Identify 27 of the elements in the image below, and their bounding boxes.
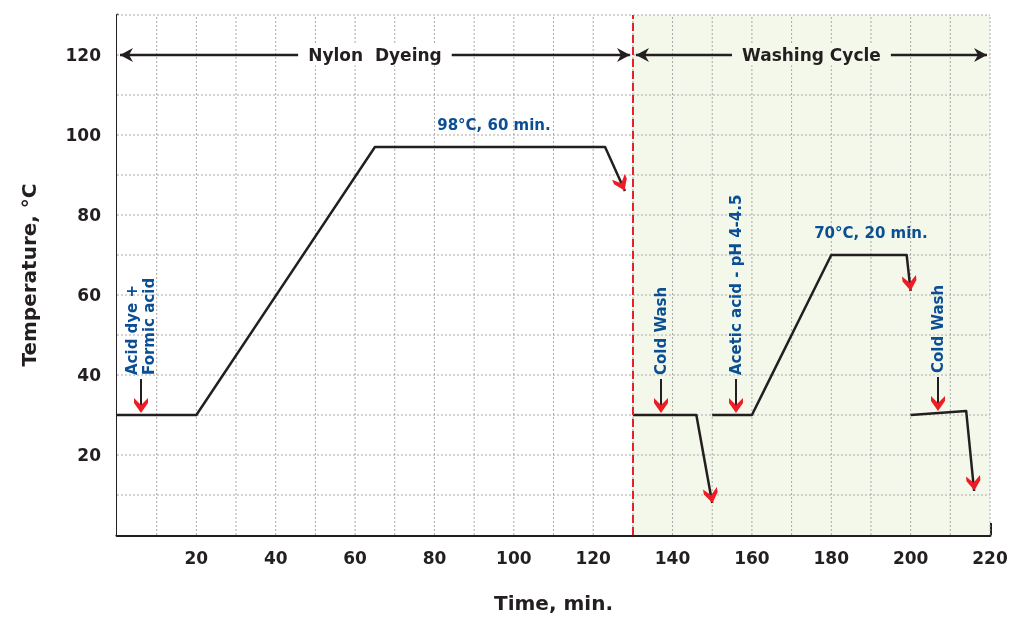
x-tick-label: 200 bbox=[892, 547, 929, 568]
x-tick-label: 100 bbox=[496, 547, 532, 568]
x-axis-title: Time, min. bbox=[494, 591, 613, 615]
x-tick-label: 180 bbox=[813, 547, 850, 568]
annotation: Acid dye + Formic acid bbox=[123, 277, 159, 375]
annotation: Cold Wash bbox=[929, 284, 948, 373]
x-tick-label: 160 bbox=[734, 547, 770, 568]
x-tick-label: 120 bbox=[575, 547, 612, 568]
x-tick-label: 220 bbox=[972, 547, 1008, 568]
y-tick-label: 80 bbox=[77, 205, 102, 225]
y-tick-label: 20 bbox=[77, 445, 102, 465]
x-tick-label: 40 bbox=[263, 547, 288, 568]
band-label: Washing Cycle bbox=[742, 45, 881, 65]
y-tick-label: 40 bbox=[77, 365, 102, 385]
x-tick-label: 60 bbox=[343, 547, 368, 568]
band-label: Nylon Dyeing bbox=[308, 45, 442, 65]
x-tick-label: 140 bbox=[654, 547, 691, 568]
annotation: 98°C, 60 min. bbox=[437, 115, 551, 134]
y-tick-label: 60 bbox=[77, 285, 102, 305]
x-tick-label: 20 bbox=[184, 547, 209, 568]
y-tick-label: 100 bbox=[65, 125, 102, 145]
x-tick-label: 80 bbox=[422, 547, 447, 568]
y-axis-title: Temperature, °C bbox=[17, 183, 41, 367]
annotation: Cold Wash bbox=[651, 286, 670, 375]
annotation: Acetic acid - pH 4-4.5 bbox=[727, 194, 746, 375]
annotation: 70°C, 20 min. bbox=[814, 223, 928, 242]
y-tick-label: 120 bbox=[65, 45, 102, 65]
